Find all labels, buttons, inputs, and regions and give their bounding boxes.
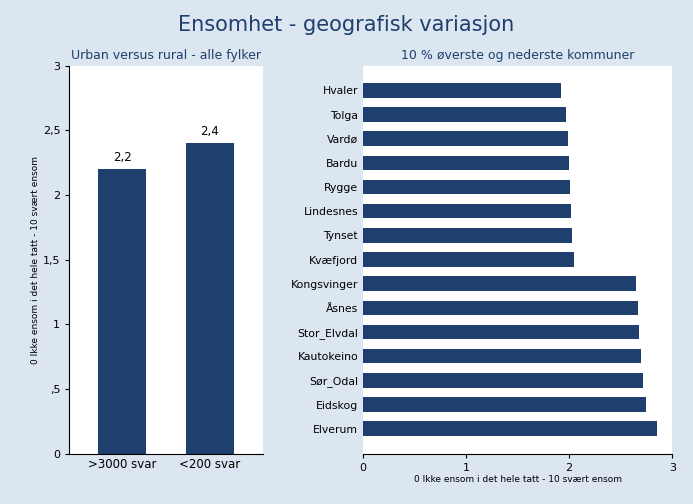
Title: Urban versus rural - alle fylker: Urban versus rural - alle fylker (71, 48, 261, 61)
Bar (363, 204, 571, 218)
Bar (363, 132, 568, 146)
Bar (363, 253, 574, 267)
Bar (363, 83, 561, 98)
X-axis label: 0 Ikke ensom i det hele tatt - 10 svært ensom: 0 Ikke ensom i det hele tatt - 10 svært … (414, 475, 622, 484)
Text: 2,2: 2,2 (113, 151, 132, 164)
Text: Ensomhet - geografisk variasjon: Ensomhet - geografisk variasjon (178, 15, 515, 35)
Bar (363, 107, 566, 122)
Bar (363, 156, 569, 170)
Title: 10 % øverste og nederste kommuner: 10 % øverste og nederste kommuner (401, 48, 634, 61)
Bar (186, 143, 234, 454)
Text: 2,4: 2,4 (200, 125, 219, 138)
Bar (363, 421, 657, 436)
Bar (363, 180, 570, 195)
Bar (363, 397, 647, 412)
Bar (363, 301, 638, 315)
Bar (98, 169, 146, 454)
Y-axis label: 0 Ikke ensom i det hele tatt - 10 svært ensom: 0 Ikke ensom i det hele tatt - 10 svært … (31, 156, 40, 363)
Bar (363, 277, 636, 291)
Bar (363, 373, 643, 388)
Bar (363, 349, 641, 363)
Bar (363, 228, 572, 242)
Bar (363, 325, 639, 339)
